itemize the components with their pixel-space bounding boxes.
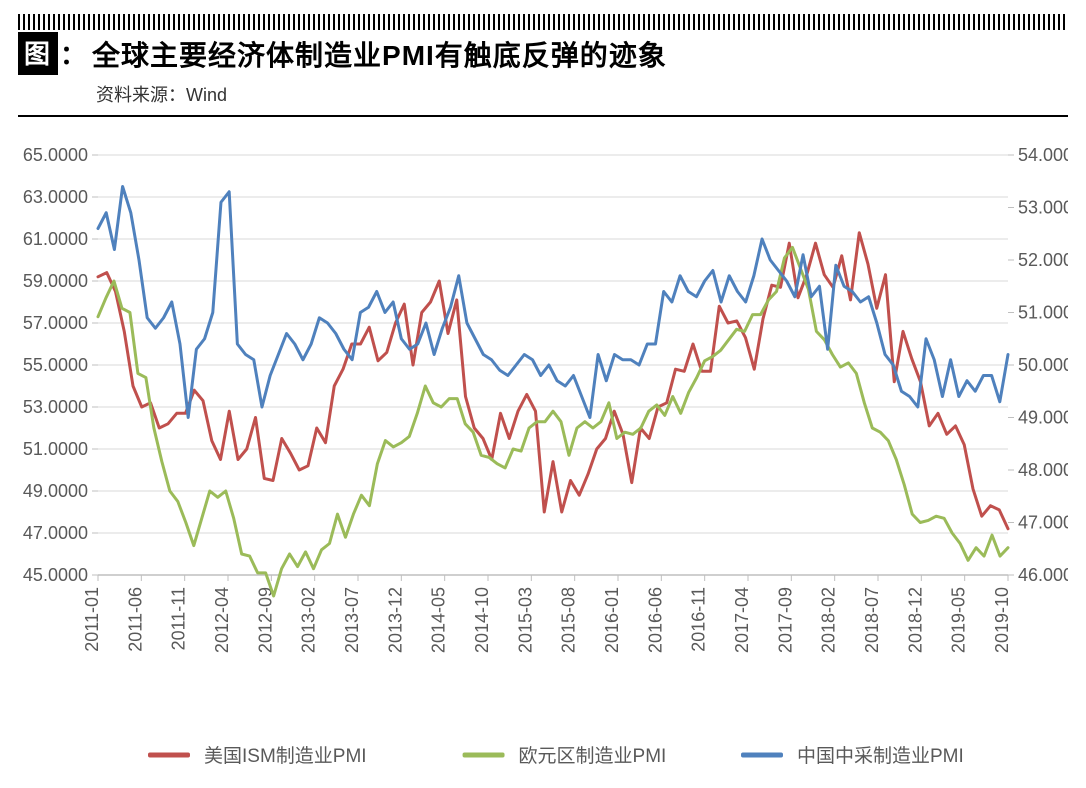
svg-text:49.0000: 49.0000 <box>1018 408 1068 428</box>
svg-text:中国中采制造业PMI: 中国中采制造业PMI <box>797 745 964 767</box>
svg-text:53.0000: 53.0000 <box>23 397 88 417</box>
svg-text:51.0000: 51.0000 <box>23 439 88 459</box>
svg-text:63.0000: 63.0000 <box>23 187 88 207</box>
svg-text:50.0000: 50.0000 <box>1018 355 1068 375</box>
svg-text:54.0000: 54.0000 <box>1018 145 1068 165</box>
svg-text:2014-10: 2014-10 <box>472 587 492 653</box>
svg-text:2016-01: 2016-01 <box>602 587 622 653</box>
svg-text:2013-02: 2013-02 <box>299 587 319 653</box>
svg-text:2012-04: 2012-04 <box>212 587 232 653</box>
svg-text:48.0000: 48.0000 <box>1018 460 1068 480</box>
svg-text:47.0000: 47.0000 <box>1018 513 1068 533</box>
svg-text:51.0000: 51.0000 <box>1018 303 1068 323</box>
svg-text:2019-10: 2019-10 <box>992 587 1012 653</box>
svg-text:2011-11: 2011-11 <box>169 587 189 650</box>
svg-text:2018-02: 2018-02 <box>819 587 839 653</box>
svg-text:2018-07: 2018-07 <box>862 587 882 653</box>
svg-text:61.0000: 61.0000 <box>23 229 88 249</box>
svg-text:53.0000: 53.0000 <box>1018 198 1068 218</box>
source-row: 资料来源：Wind <box>18 75 1068 117</box>
svg-text:2016-11: 2016-11 <box>689 587 709 652</box>
pmi-line-chart: 45.0000 47.0000 49.0000 51.0000 53.0000 55.00… <box>18 135 1068 775</box>
svg-text:57.0000: 57.0000 <box>23 313 88 333</box>
svg-text:2019-05: 2019-05 <box>949 587 969 653</box>
svg-text:2017-09: 2017-09 <box>775 587 795 653</box>
svg-text:2016-06: 2016-06 <box>645 587 665 653</box>
source-value: Wind <box>186 85 227 105</box>
svg-text:2015-03: 2015-03 <box>515 587 535 653</box>
svg-text:52.0000: 52.0000 <box>1018 250 1068 270</box>
figure-title: 全球主要经济体制造业PMI有触底反弹的迹象 <box>92 34 667 74</box>
svg-text:2011-01: 2011-01 <box>82 587 102 652</box>
svg-text:2017-04: 2017-04 <box>732 587 752 653</box>
svg-text:65.0000: 65.0000 <box>23 145 88 165</box>
top-hatch-rule <box>18 14 1068 30</box>
svg-text:欧元区制造业PMI: 欧元区制造业PMI <box>519 745 667 767</box>
svg-text:2015-08: 2015-08 <box>559 587 579 653</box>
figure-badge: 图 <box>18 32 58 75</box>
figure-colon: ： <box>60 35 86 72</box>
svg-text:45.0000: 45.0000 <box>23 565 88 585</box>
source-label: 资料来源： <box>96 85 186 105</box>
svg-text:55.0000: 55.0000 <box>23 355 88 375</box>
svg-text:59.0000: 59.0000 <box>23 271 88 291</box>
svg-text:2013-12: 2013-12 <box>385 587 405 653</box>
svg-text:2014-05: 2014-05 <box>429 587 449 653</box>
svg-text:46.0000: 46.0000 <box>1018 565 1068 585</box>
svg-text:49.0000: 49.0000 <box>23 481 88 501</box>
svg-text:2011-06: 2011-06 <box>125 587 145 652</box>
svg-text:2018-12: 2018-12 <box>905 587 925 653</box>
title-row: 图 ： 全球主要经济体制造业PMI有触底反弹的迹象 <box>18 32 1068 75</box>
chart-container: 45.0000 47.0000 49.0000 51.0000 53.0000 55.00… <box>18 135 1068 780</box>
svg-text:47.0000: 47.0000 <box>23 523 88 543</box>
svg-text:美国ISM制造业PMI: 美国ISM制造业PMI <box>204 745 367 767</box>
svg-text:2012-09: 2012-09 <box>255 587 275 653</box>
svg-text:2013-07: 2013-07 <box>342 587 362 653</box>
